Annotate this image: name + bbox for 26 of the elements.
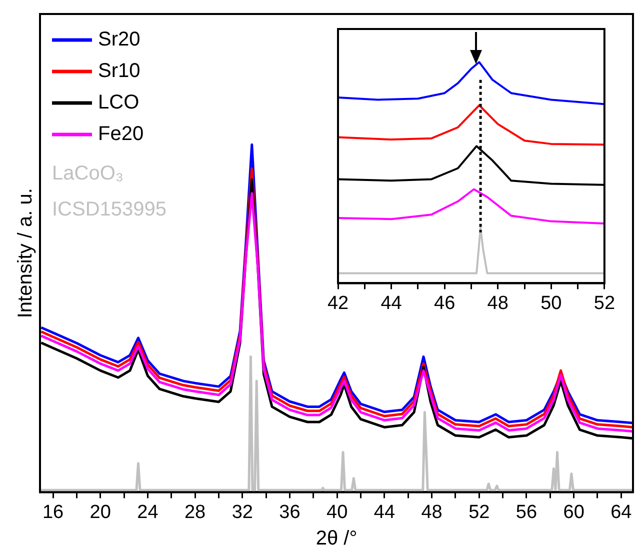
y-axis-title: Intensity / a. u. [14,188,37,318]
x-tick-label: 42 [327,292,349,314]
x-tick-label: 50 [540,292,562,314]
x-tick-label: 46 [434,292,456,314]
x-tick-label: 52 [468,502,490,523]
x-tick-label: 56 [516,502,538,523]
x-tick-label: 52 [594,292,616,314]
text: LaCoO₃ ICSD153995 [52,162,167,221]
legend-label: LCO [98,92,140,114]
x-tick-label: 48 [487,292,508,314]
x-tick-label: 24 [137,502,159,523]
x-tick-label: 48 [421,502,442,523]
x-tick-label: 60 [563,502,584,523]
x-tick-label: 28 [184,502,206,523]
x-tick-label: 20 [90,502,111,523]
x-tick-label: 36 [279,502,300,523]
x-tick-label: 44 [374,502,396,523]
x-tick-label: 32 [232,502,253,523]
legend-label: Fe20 [98,123,144,146]
legend-label: Sr10 [98,60,140,82]
legend-label: Sr20 [98,28,140,51]
x-tick-label: 40 [326,502,348,523]
x-axis-title: 2θ /° [316,528,358,550]
x-tick-label: 16 [42,502,64,523]
x-tick-label: 44 [380,292,402,314]
x-tick-label: 64 [610,502,632,523]
